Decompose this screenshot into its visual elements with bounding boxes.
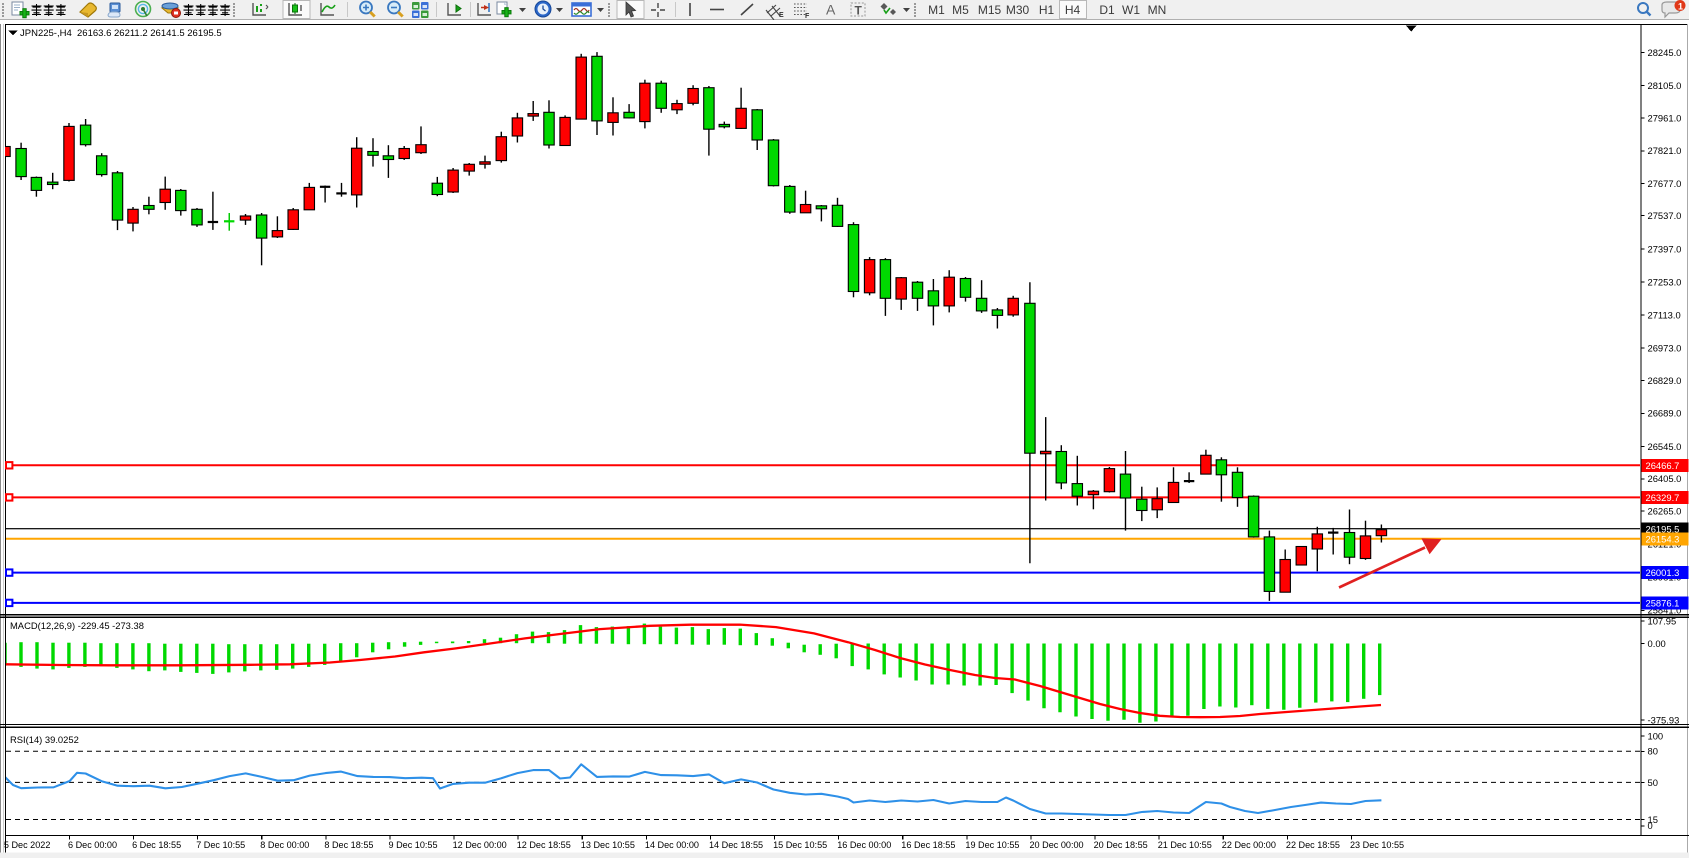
svg-text:6 Dec 00:00: 6 Dec 00:00 <box>68 840 117 850</box>
svg-text:RSI(14) 39.0252: RSI(14) 39.0252 <box>10 734 79 745</box>
svg-text:12 Dec 18:55: 12 Dec 18:55 <box>517 840 571 850</box>
svg-text:JPN225-,H4 26163.6 26211.2 26: JPN225-,H4 26163.6 26211.2 26141.5 26195… <box>20 28 222 39</box>
svg-text:16 Dec 00:00: 16 Dec 00:00 <box>837 840 891 850</box>
svg-text:107.95: 107.95 <box>1648 615 1677 626</box>
svg-text:-375.93: -375.93 <box>1648 714 1680 725</box>
svg-text:20 Dec 18:55: 20 Dec 18:55 <box>1094 840 1148 850</box>
svg-text:27113.0: 27113.0 <box>1648 310 1681 321</box>
svg-text:15 Dec 10:55: 15 Dec 10:55 <box>773 840 827 850</box>
svg-text:5 Dec 2022: 5 Dec 2022 <box>4 840 51 850</box>
svg-text:27821.0: 27821.0 <box>1648 145 1682 156</box>
svg-text:0.00: 0.00 <box>1648 638 1666 649</box>
svg-text:27961.0: 27961.0 <box>1648 113 1682 124</box>
svg-text:22 Dec 18:55: 22 Dec 18:55 <box>1286 840 1340 850</box>
svg-text:26545.0: 26545.0 <box>1648 441 1682 452</box>
svg-text:27253.0: 27253.0 <box>1648 277 1682 288</box>
svg-text:28105.0: 28105.0 <box>1648 80 1682 91</box>
svg-text:0: 0 <box>1648 820 1653 831</box>
svg-text:21 Dec 10:55: 21 Dec 10:55 <box>1158 840 1212 850</box>
svg-text:12 Dec 00:00: 12 Dec 00:00 <box>453 840 507 850</box>
svg-text:26329.7: 26329.7 <box>1646 492 1680 503</box>
svg-text:16 Dec 18:55: 16 Dec 18:55 <box>901 840 955 850</box>
svg-text:20 Dec 00:00: 20 Dec 00:00 <box>1030 840 1084 850</box>
svg-text:80: 80 <box>1648 746 1658 757</box>
svg-text:26973.0: 26973.0 <box>1648 342 1682 353</box>
svg-text:26154.3: 26154.3 <box>1646 533 1680 544</box>
svg-text:19 Dec 10:55: 19 Dec 10:55 <box>965 840 1019 850</box>
svg-text:T: T <box>855 4 863 18</box>
svg-text:100: 100 <box>1648 730 1664 741</box>
svg-text:25876.1: 25876.1 <box>1646 598 1680 609</box>
svg-text:23 Dec 10:55: 23 Dec 10:55 <box>1350 840 1404 850</box>
svg-text:A: A <box>826 2 836 18</box>
svg-text:15: 15 <box>1648 814 1658 825</box>
svg-text:27537.0: 27537.0 <box>1648 210 1682 221</box>
svg-text:E: E <box>779 12 784 19</box>
svg-text:26466.7: 26466.7 <box>1646 460 1680 471</box>
svg-text:13 Dec 10:55: 13 Dec 10:55 <box>581 840 635 850</box>
svg-text:25841.0: 25841.0 <box>1648 605 1682 616</box>
svg-text:MACD(12,26,9) -229.45 -273.38: MACD(12,26,9) -229.45 -273.38 <box>10 620 144 631</box>
svg-text:27677.0: 27677.0 <box>1648 178 1682 189</box>
svg-text:14 Dec 18:55: 14 Dec 18:55 <box>709 840 763 850</box>
svg-text:26689.0: 26689.0 <box>1648 408 1682 419</box>
svg-text:26195.5: 26195.5 <box>1646 524 1680 535</box>
svg-text:9 Dec 10:55: 9 Dec 10:55 <box>389 840 438 850</box>
svg-text:8 Dec 00:00: 8 Dec 00:00 <box>260 840 309 850</box>
svg-text:28245.0: 28245.0 <box>1648 47 1682 58</box>
svg-text:14 Dec 00:00: 14 Dec 00:00 <box>645 840 699 850</box>
svg-text:6 Dec 18:55: 6 Dec 18:55 <box>132 840 181 850</box>
svg-text:1: 1 <box>1678 2 1683 12</box>
svg-text:50: 50 <box>1648 777 1658 788</box>
svg-text:7 Dec 10:55: 7 Dec 10:55 <box>196 840 245 850</box>
svg-text:22 Dec 00:00: 22 Dec 00:00 <box>1222 840 1276 850</box>
svg-text:27397.0: 27397.0 <box>1648 243 1682 254</box>
svg-text:26405.0: 26405.0 <box>1648 473 1682 484</box>
svg-text:26001.3: 26001.3 <box>1646 567 1680 578</box>
svg-text:F: F <box>805 13 810 20</box>
svg-text:8 Dec 18:55: 8 Dec 18:55 <box>324 840 373 850</box>
svg-text:26829.0: 26829.0 <box>1648 375 1682 386</box>
svg-text:26265.0: 26265.0 <box>1648 505 1682 516</box>
